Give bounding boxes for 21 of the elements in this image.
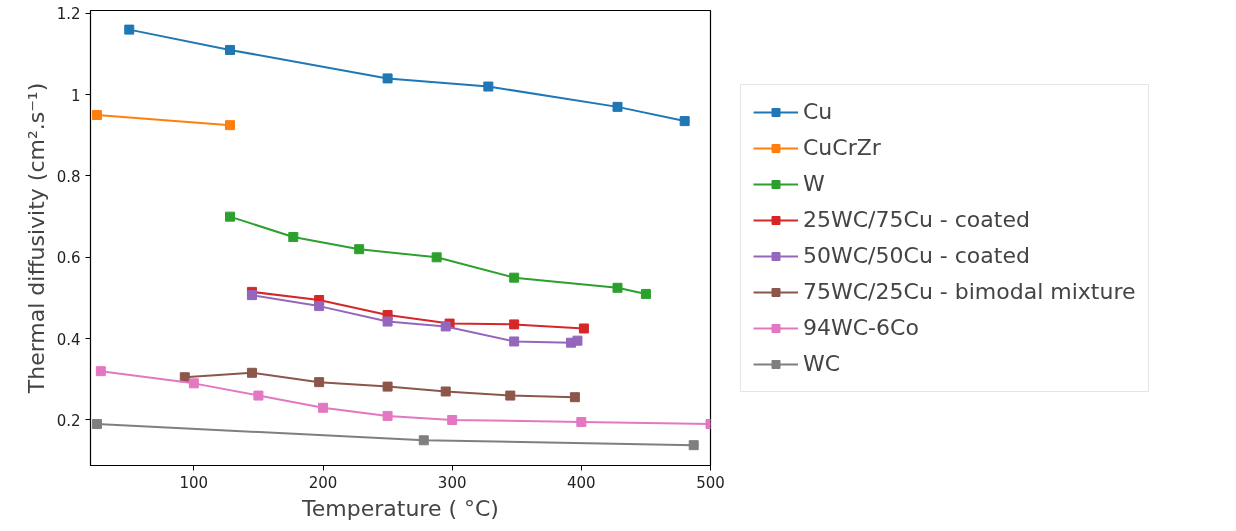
- x-tick-label: 100: [179, 473, 209, 492]
- legend-label: WC: [803, 350, 841, 378]
- legend-label: 50WC/50Cu - coated: [803, 242, 1030, 270]
- x-tick-label: 200: [308, 473, 338, 492]
- y-axis-title: Thermal diffusivity (cm².s⁻¹): [23, 82, 49, 395]
- y-tick-label: 0.4: [56, 330, 81, 349]
- x-tick-label: 500: [696, 473, 725, 492]
- y-tick-label: 0.2: [56, 411, 81, 430]
- legend-label: W: [803, 170, 825, 198]
- x-tick-label: 300: [437, 473, 467, 492]
- legend-label: 75WC/25Cu - bimodal mixture: [803, 278, 1136, 306]
- y-tick-label: 0.8: [56, 167, 81, 186]
- x-tick-label: 400: [567, 473, 596, 492]
- legend-label: 25WC/75Cu - coated: [803, 206, 1030, 234]
- legend-label: Cu: [803, 98, 833, 126]
- legend-label: CuCrZr: [803, 134, 881, 162]
- legend-label: 94WC-6Co: [803, 314, 919, 342]
- x-axis-title: Temperature ( °C): [301, 495, 499, 521]
- y-tick-label: 1: [70, 86, 81, 105]
- y-tick-label: 1.2: [56, 5, 81, 24]
- y-tick-label: 0.6: [56, 249, 81, 268]
